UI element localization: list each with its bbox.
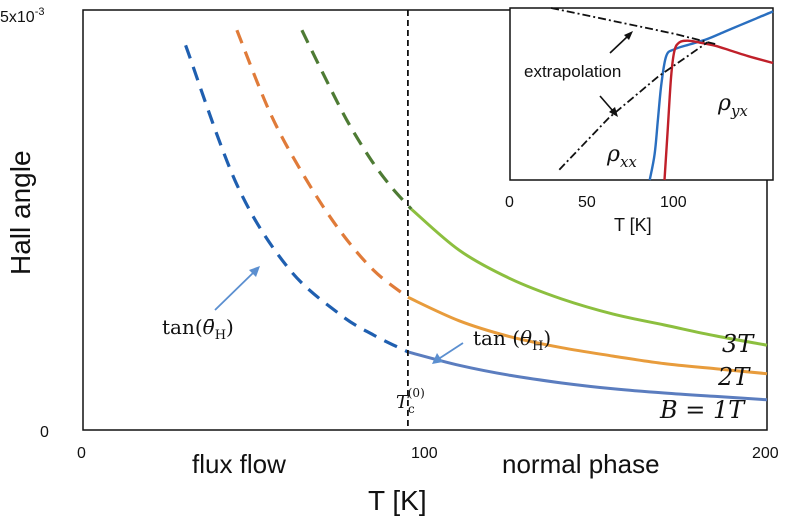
inset-arrow-1-head xyxy=(624,31,633,40)
inset-arrow-2-head xyxy=(609,107,618,117)
inset-series-group xyxy=(550,7,774,181)
inset-frame xyxy=(509,7,774,181)
y-axis-label: Hall angle xyxy=(5,150,36,275)
arrow-tan-line xyxy=(439,342,464,359)
inset-series-ρyx-line xyxy=(663,39,774,181)
inset-series-ρxx-line xyxy=(648,10,774,181)
series-1t-normal-line xyxy=(407,350,768,402)
annotation-tan-theta: tan (θH) xyxy=(473,326,551,354)
inset-x-tick-0: 0 xyxy=(505,194,514,211)
region-flux-flow: flux flow xyxy=(192,449,286,479)
inset-annotation-extrapolation: extrapolation xyxy=(524,62,621,81)
series-label-2t: 2T xyxy=(717,363,751,391)
inset-label-rho-xx: ρxx xyxy=(606,142,637,171)
arrow-tan-head xyxy=(432,353,443,364)
x-axis-label: T [K] xyxy=(368,485,427,516)
inset-x-tick-100: 100 xyxy=(660,194,687,211)
x-tick-100: 100 xyxy=(411,445,438,462)
series-2t-flux-flow-line xyxy=(235,29,409,299)
y-tick-top: 5x10-3 xyxy=(0,6,44,26)
inset-series-ext1-line xyxy=(550,7,716,45)
x-tick-0: 0 xyxy=(77,445,86,462)
series-2t-normal-line xyxy=(407,295,768,376)
series-3t-normal-line xyxy=(410,207,768,347)
inset-arrow-2-line xyxy=(599,95,614,112)
inset-x-tick-50: 50 xyxy=(578,194,596,211)
inset-series-ext2-line xyxy=(558,41,708,171)
annotation-tan-bar-theta: tan(θ̄H) xyxy=(162,315,234,343)
arrow-tan-bar-line xyxy=(214,271,255,311)
series-1t-flux-flow-line xyxy=(184,44,409,354)
tc-label: Tc(0) xyxy=(396,386,425,416)
arrow-tan-bar-head xyxy=(249,266,260,277)
inset-x-axis-label: T [K] xyxy=(614,215,652,235)
inset-arrow-1-line xyxy=(609,35,629,54)
series-label-3t: 3T xyxy=(722,330,755,358)
main-plot-frame xyxy=(82,9,768,431)
inset-label-rho-yx: ρyx xyxy=(717,91,748,120)
region-normal-phase: normal phase xyxy=(502,449,660,479)
x-tick-200: 200 xyxy=(752,445,779,462)
main-series-group xyxy=(184,29,768,402)
series-3t-flux-flow-line xyxy=(300,29,413,211)
y-tick-0: 0 xyxy=(40,424,49,441)
series-label-1t: B = 1T xyxy=(659,396,746,424)
